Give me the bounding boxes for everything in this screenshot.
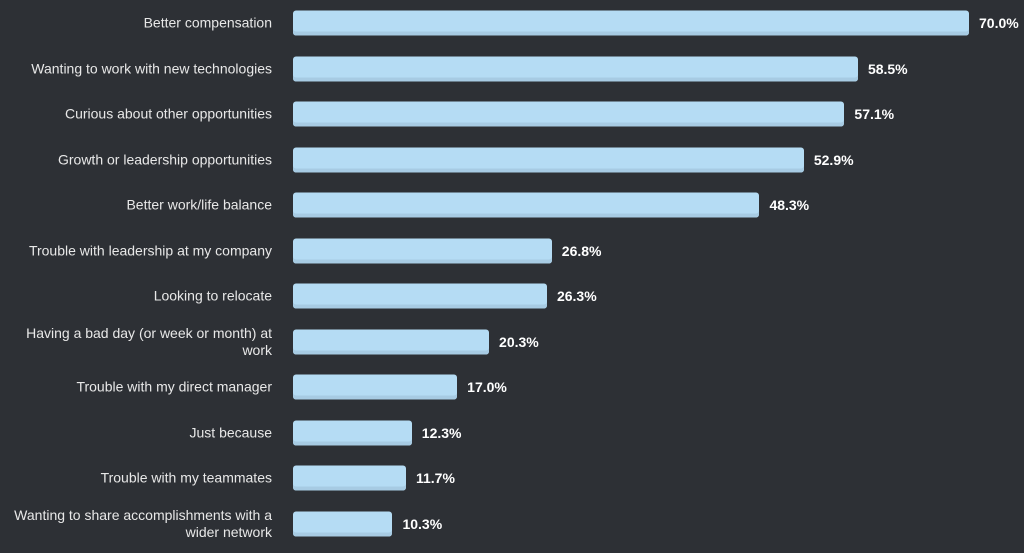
value-label: 52.9% bbox=[813, 151, 854, 168]
category-label: Wanting to work with new technologies bbox=[31, 60, 272, 76]
bar bbox=[293, 10, 969, 36]
value-label: 11.7% bbox=[415, 470, 455, 486]
bar bbox=[293, 329, 490, 354]
value-label: 26.3% bbox=[556, 288, 597, 304]
value-label: 20.3% bbox=[499, 333, 539, 350]
category-label: Having a bad day (or week or month) at w… bbox=[26, 324, 272, 358]
bar bbox=[293, 238, 552, 263]
category-label: Better compensation bbox=[143, 14, 272, 31]
value-label: 57.1% bbox=[854, 106, 895, 122]
value-label: 48.3% bbox=[769, 197, 810, 213]
category-label: Better work/life balance bbox=[126, 196, 272, 213]
category-label: Growth or leadership opportunities bbox=[57, 151, 272, 167]
bar bbox=[293, 420, 412, 445]
category-label: Trouble with leadership at my company bbox=[28, 242, 272, 258]
value-label: 70.0% bbox=[979, 15, 1019, 31]
category-label: Curious about other opportunities bbox=[64, 105, 272, 122]
bar bbox=[293, 147, 804, 172]
bar bbox=[293, 374, 458, 400]
bar bbox=[293, 511, 393, 536]
value-label: 10.3% bbox=[402, 515, 443, 532]
category-label: Trouble with my direct manager bbox=[76, 378, 272, 395]
value-label: 17.0% bbox=[467, 379, 507, 395]
value-label: 58.5% bbox=[867, 60, 908, 77]
bar bbox=[293, 465, 406, 491]
bar bbox=[293, 56, 858, 81]
bar bbox=[293, 283, 547, 309]
category-label: Looking to relocate bbox=[153, 287, 272, 304]
bar bbox=[293, 101, 845, 127]
bar bbox=[293, 192, 760, 218]
value-label: 12.3% bbox=[421, 424, 462, 441]
value-label: 26.8% bbox=[561, 242, 602, 259]
category-label: Just because bbox=[189, 424, 273, 440]
category-label: Trouble with my teammates bbox=[100, 469, 272, 486]
category-label: Wanting to share accomplishments with a … bbox=[14, 506, 272, 540]
